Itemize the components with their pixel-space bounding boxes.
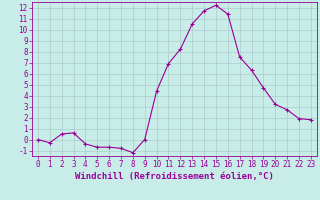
X-axis label: Windchill (Refroidissement éolien,°C): Windchill (Refroidissement éolien,°C) [75, 172, 274, 181]
